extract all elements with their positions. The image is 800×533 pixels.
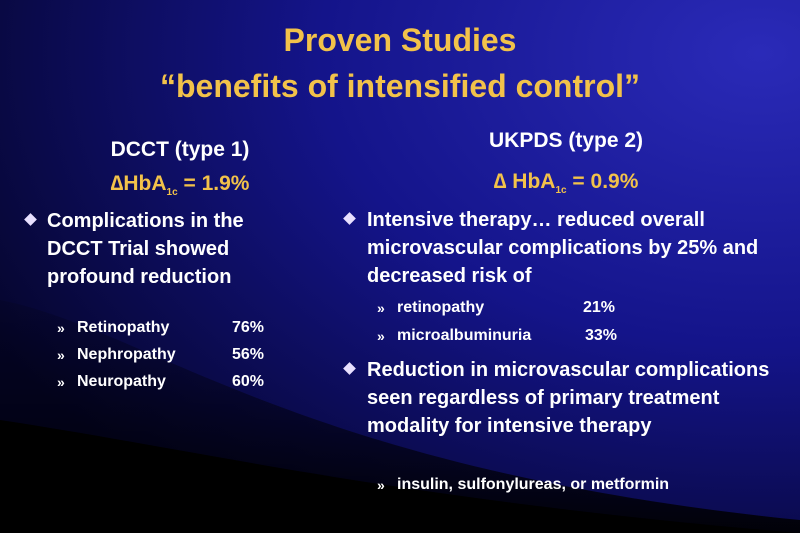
right-delta: ∆ HbA1c = 0.9%: [446, 170, 686, 196]
delta-prefix: ∆HbA: [110, 172, 167, 195]
item-value: 33%: [585, 327, 618, 344]
item-label: Retinopathy: [77, 319, 170, 336]
item-value: 60%: [232, 373, 265, 390]
item-label: Nephropathy: [77, 346, 176, 363]
delta-subscript: 1c: [166, 187, 178, 199]
bullet-text: Intensive therapy… reduced overall micro…: [367, 209, 759, 287]
bullet-text: Reduction in microvascular complications…: [367, 359, 770, 437]
delta-prefix: ∆ HbA: [493, 170, 556, 193]
item-value: 76%: [232, 319, 265, 336]
delta-value: = 1.9%: [177, 172, 250, 195]
left-delta: ∆HbA1c = 1.9%: [60, 172, 300, 198]
item-label: retinopathy: [397, 299, 485, 316]
item-label: insulin, sulfonylureas, or metformin: [397, 476, 670, 493]
delta-subscript: 1c: [555, 185, 567, 197]
left-heading: DCCT (type 1): [110, 138, 250, 161]
title-line: Proven Studies: [283, 22, 517, 58]
sub-bullet-icon: »: [57, 347, 65, 363]
sub-bullet-icon: »: [57, 320, 65, 336]
item-label: microalbuminuria: [397, 327, 532, 344]
sub-bullet-icon: »: [377, 328, 385, 344]
item-value: 56%: [232, 346, 265, 363]
item-label: Neuropathy: [77, 373, 166, 390]
item-value: 21%: [583, 299, 616, 316]
right-heading: UKPDS (type 2): [488, 129, 644, 152]
sub-bullet-icon: »: [377, 300, 385, 316]
title-line: “benefits of intensified control”: [159, 68, 640, 104]
bullet-text: Complications in the DCCT Trial showed p…: [47, 210, 244, 288]
sub-bullet-icon: »: [57, 374, 65, 390]
sub-bullet-icon: »: [377, 477, 385, 493]
delta-value: = 0.9%: [566, 170, 639, 193]
